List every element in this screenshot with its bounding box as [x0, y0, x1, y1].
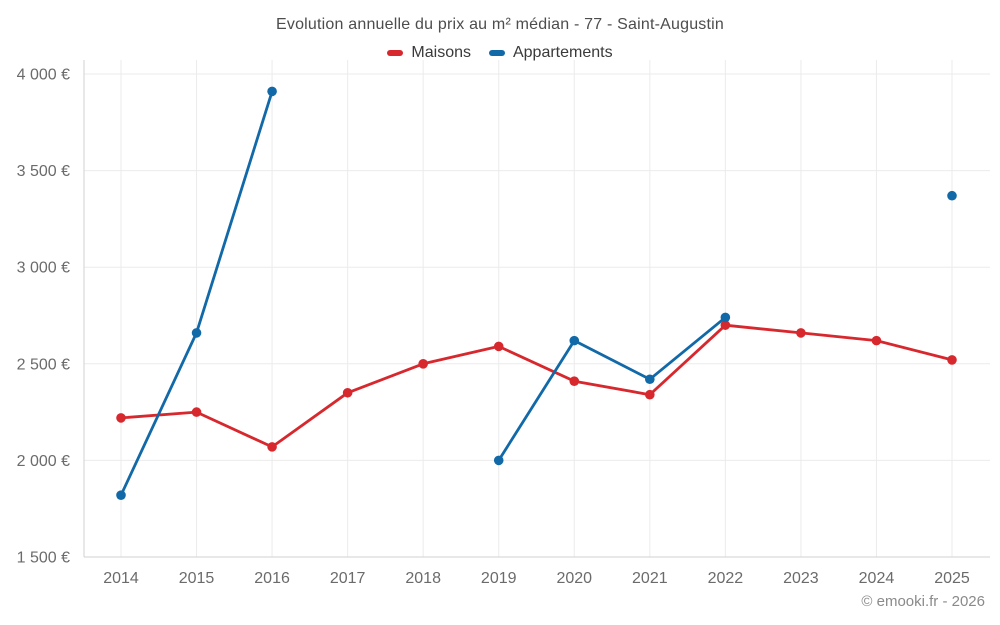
x-tick-label: 2024	[859, 570, 895, 587]
x-tick-label: 2016	[254, 570, 290, 587]
legend-label: Appartements	[512, 44, 613, 61]
x-tick-label: 2021	[632, 570, 668, 587]
data-point-maisons-2020[interactable]	[569, 376, 580, 386]
x-tick-label: 2019	[481, 570, 517, 587]
x-tick-label: 2015	[179, 570, 215, 587]
legend-swatch-icon	[387, 50, 404, 56]
data-point-appartements-2016[interactable]	[267, 86, 277, 97]
legend-item-maisons[interactable]: Maisons	[387, 44, 471, 62]
x-tick-label: 2020	[556, 570, 592, 587]
x-tick-label: 2025	[934, 570, 970, 587]
data-point-maisons-2016[interactable]	[267, 442, 277, 452]
legend-label: Maisons	[411, 44, 471, 61]
data-point-appartements-2019[interactable]	[493, 455, 504, 466]
x-tick-label: 2017	[330, 570, 366, 587]
data-point-appartements-2020[interactable]	[569, 335, 580, 346]
data-point-appartements-2014[interactable]	[116, 490, 126, 500]
y-tick-label: 3 000 €	[17, 260, 70, 277]
data-point-maisons-2024[interactable]	[871, 335, 882, 346]
credit-footer: © emooki.fr - 2026	[861, 593, 985, 610]
y-tick-label: 1 500 €	[17, 550, 70, 567]
data-point-appartements-2022[interactable]	[720, 312, 731, 323]
data-point-maisons-2018[interactable]	[418, 359, 428, 369]
y-tick-label: 3 500 €	[17, 163, 70, 180]
legend: Maisons Appartements	[0, 44, 1000, 62]
x-tick-label: 2014	[103, 570, 139, 587]
x-tick-label: 2018	[405, 570, 441, 587]
y-tick-label: 4 000 €	[17, 67, 70, 84]
data-point-maisons-2019[interactable]	[493, 341, 504, 352]
series-line-maisons	[119, 323, 954, 449]
data-point-maisons-2014[interactable]	[116, 413, 126, 423]
data-point-appartements-2015[interactable]	[191, 328, 202, 338]
data-point-appartements-2021[interactable]	[645, 374, 655, 385]
data-point-maisons-2015[interactable]	[191, 407, 202, 417]
data-point-maisons-2017[interactable]	[342, 387, 353, 398]
data-point-maisons-2022[interactable]	[720, 320, 731, 330]
x-tick-label: 2023	[783, 570, 819, 587]
legend-swatch-icon	[488, 50, 505, 56]
data-point-appartements-2025[interactable]	[947, 190, 957, 201]
chart-title: Evolution annuelle du prix au m² médian …	[276, 16, 724, 33]
legend-item-appartements[interactable]: Appartements	[488, 44, 613, 62]
y-tick-label: 2 500 €	[17, 356, 70, 373]
data-point-maisons-2023[interactable]	[796, 328, 806, 338]
data-point-maisons-2021[interactable]	[645, 389, 655, 400]
data-point-maisons-2025[interactable]	[947, 355, 957, 365]
x-tick-label: 2022	[708, 570, 744, 587]
y-tick-label: 2 000 €	[17, 453, 70, 470]
